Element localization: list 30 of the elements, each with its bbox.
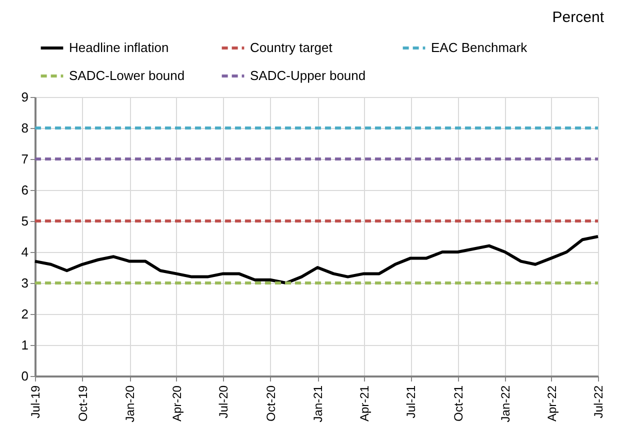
y-tick-label: 5 (21, 214, 28, 228)
legend-label: EAC Benchmark (431, 40, 528, 55)
x-tick-label: Apr-20 (170, 385, 184, 422)
legend-label: SADC-Upper bound (250, 68, 366, 83)
x-tick-label: Jan-20 (123, 385, 138, 422)
x-tick-label: Jan-22 (498, 385, 513, 422)
y-tick-label: 3 (21, 276, 28, 290)
x-tick-label: Oct-21 (451, 385, 466, 422)
legend-label: Headline inflation (69, 40, 169, 55)
y-tick-label: 8 (21, 120, 28, 136)
y-tick-label: 2 (21, 306, 28, 322)
y-tick-label: 6 (21, 182, 28, 198)
x-tick-label: Apr-22 (544, 385, 559, 422)
line-series (34, 235, 600, 284)
x-tick-label: Jul-20 (216, 385, 231, 418)
x-tick-label: Jul-22 (592, 385, 606, 418)
x-tick-label: Jul-19 (28, 385, 42, 418)
y-tick-label: 9 (21, 90, 28, 104)
y-tick-label: 0 (21, 368, 28, 384)
y-axis-title: Percent (552, 9, 605, 26)
y-tick-label: 4 (21, 244, 28, 260)
legend-label: Country target (250, 40, 333, 55)
y-tick-label: 1 (21, 338, 28, 352)
x-tick-label: Oct-20 (264, 385, 278, 422)
x-tick-label: Jul-21 (404, 385, 418, 418)
x-tick-label: Apr-21 (357, 385, 372, 422)
x-tick-label: Jan-21 (311, 385, 326, 422)
y-tick-label: 7 (21, 152, 28, 166)
legend-label: SADC-Lower bound (69, 68, 185, 83)
x-tick-label: Oct-19 (76, 385, 90, 422)
